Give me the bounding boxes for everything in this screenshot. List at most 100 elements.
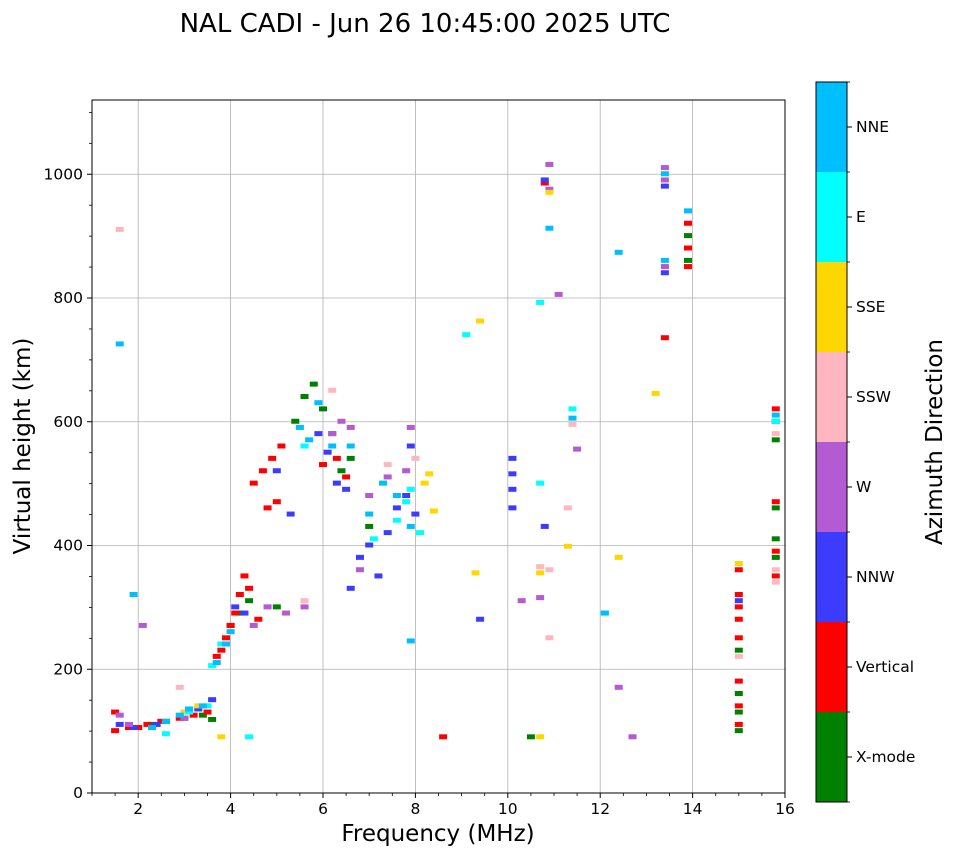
echo-point — [314, 400, 323, 406]
echo-point — [508, 486, 517, 492]
echo-point — [416, 530, 425, 536]
echo-point — [573, 446, 582, 452]
echo-point — [231, 604, 240, 610]
y-tick-label: 0 — [73, 784, 83, 802]
echo-point — [235, 610, 244, 616]
echo-point — [660, 257, 669, 263]
echo-point — [536, 480, 545, 486]
plot-frame — [91, 99, 786, 794]
echo-point — [300, 443, 309, 449]
echo-point — [734, 703, 743, 709]
echo-point — [152, 721, 161, 727]
echo-point — [148, 721, 157, 727]
echo-point — [540, 523, 549, 529]
colorbar-segment — [816, 82, 847, 172]
echo-point — [346, 443, 355, 449]
echo-point — [660, 335, 669, 341]
echo-point — [221, 635, 230, 641]
echo-point — [383, 474, 392, 480]
echo-point — [392, 493, 401, 498]
y-axis-label: Virtual height (km) — [10, 338, 36, 555]
echo-point — [342, 474, 351, 480]
echo-point — [476, 616, 485, 622]
x-tick-label: 14 — [683, 800, 703, 818]
grid-lines — [92, 100, 785, 793]
echo-point — [545, 635, 554, 641]
echo-point — [734, 653, 743, 659]
echo-point — [365, 523, 374, 529]
echo-point — [346, 424, 355, 430]
echo-point — [545, 225, 554, 231]
echo-point — [734, 567, 743, 573]
echo-point — [392, 505, 401, 511]
echo-point — [337, 468, 346, 474]
echo-point — [402, 493, 411, 498]
echo-point — [462, 332, 471, 338]
echo-point — [115, 341, 124, 347]
y-tick-label: 200 — [53, 660, 83, 678]
echo-point — [157, 718, 166, 724]
echo-point — [221, 641, 230, 647]
colorbar-label: SSE — [856, 298, 885, 316]
echo-point — [175, 715, 184, 721]
echo-point — [771, 536, 780, 542]
echo-point — [254, 616, 263, 622]
y-axis-ticks: 0 200 400 600 800 1000 — [44, 111, 92, 802]
echo-point — [771, 412, 780, 418]
echo-point — [323, 449, 332, 455]
chart-title: NAL CADI - Jun 26 10:45:00 2025 UTC — [180, 9, 671, 39]
echo-point — [536, 564, 545, 570]
echo-point — [198, 712, 207, 718]
echo-point — [429, 508, 438, 514]
echo-point — [355, 567, 364, 573]
colorbar-segment — [816, 622, 847, 712]
x-tick-label: 4 — [226, 800, 236, 818]
echo-point — [406, 638, 415, 644]
echo-point — [517, 598, 526, 604]
echo-point — [402, 499, 411, 505]
echo-point — [540, 180, 549, 186]
echo-point — [235, 592, 244, 597]
x-axis-ticks: 2 4 6 8 10 12 14 16 — [91, 793, 795, 818]
echo-point — [614, 684, 623, 690]
echo-point — [439, 734, 448, 740]
echo-point — [268, 455, 277, 461]
echo-point — [568, 406, 577, 412]
echo-point — [536, 595, 545, 601]
echo-point — [545, 186, 554, 192]
echo-point — [771, 554, 780, 560]
echo-point — [286, 511, 295, 517]
echo-point — [300, 604, 309, 610]
echo-point — [660, 165, 669, 171]
echo-point — [411, 455, 420, 461]
x-tick-label: 2 — [133, 800, 143, 818]
colorbar-frame — [815, 81, 848, 803]
echo-point — [337, 418, 346, 424]
colorbar-label: SSW — [856, 388, 891, 406]
echo-point — [471, 570, 480, 576]
echo-point — [734, 561, 743, 567]
colorbar-segment — [816, 712, 847, 802]
y-tick-label: 800 — [53, 289, 83, 307]
echo-point — [392, 517, 401, 523]
echo-point — [245, 598, 254, 604]
echo-point — [291, 418, 300, 424]
echo-point — [258, 468, 267, 474]
echo-point — [328, 443, 337, 449]
echo-point — [614, 554, 623, 560]
echo-point — [115, 712, 124, 718]
echo-point — [734, 678, 743, 684]
echo-point — [217, 734, 226, 740]
echo-point — [383, 462, 392, 468]
echo-point — [148, 725, 157, 731]
echo-point — [771, 431, 780, 437]
echo-point — [406, 486, 415, 492]
echo-point — [406, 523, 415, 529]
echo-point — [651, 390, 660, 396]
colorbar-label: NNE — [856, 118, 889, 136]
echo-point — [185, 709, 194, 715]
echo-point — [369, 536, 378, 542]
echo-point — [660, 171, 669, 177]
echo-point — [208, 716, 217, 722]
echo-point — [115, 721, 124, 727]
